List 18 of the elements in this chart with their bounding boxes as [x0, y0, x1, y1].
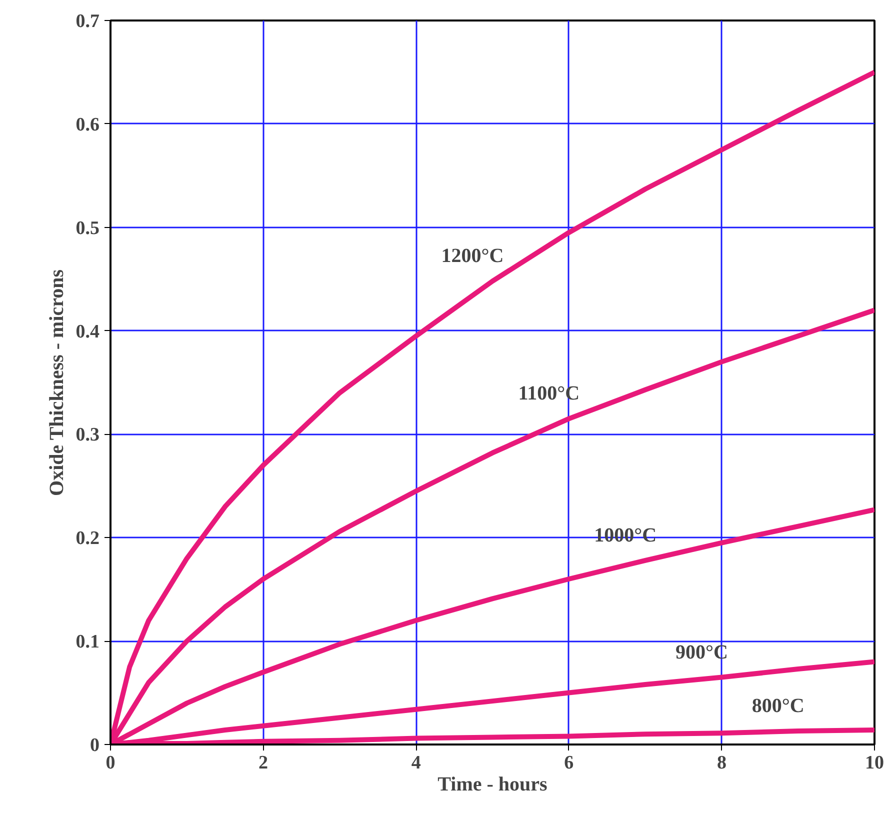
- y-tick-label: 0.3: [76, 424, 100, 446]
- y-tick-label: 0.6: [76, 114, 100, 136]
- x-tick-label: 10: [865, 752, 884, 774]
- x-tick-label: 4: [411, 752, 422, 774]
- x-tick-label: 0: [106, 752, 116, 774]
- y-tick-label: 0.7: [76, 11, 100, 32]
- series-label: 1200°C: [441, 245, 504, 268]
- x-tick-label: 8: [716, 752, 726, 774]
- x-tick-label: 2: [258, 752, 268, 774]
- x-tick-label: 6: [564, 752, 574, 774]
- y-tick-label: 0.2: [76, 528, 100, 550]
- y-tick-label: 0: [90, 735, 100, 756]
- y-axis-title: Oxide Thickness - microns: [46, 269, 68, 496]
- series-label: 800°C: [752, 695, 804, 718]
- x-axis-title: Time - hours: [438, 774, 548, 796]
- y-tick-label: 0.1: [76, 632, 100, 653]
- y-tick-label: 0.4: [76, 321, 100, 342]
- y-tick-label: 0.5: [76, 218, 100, 239]
